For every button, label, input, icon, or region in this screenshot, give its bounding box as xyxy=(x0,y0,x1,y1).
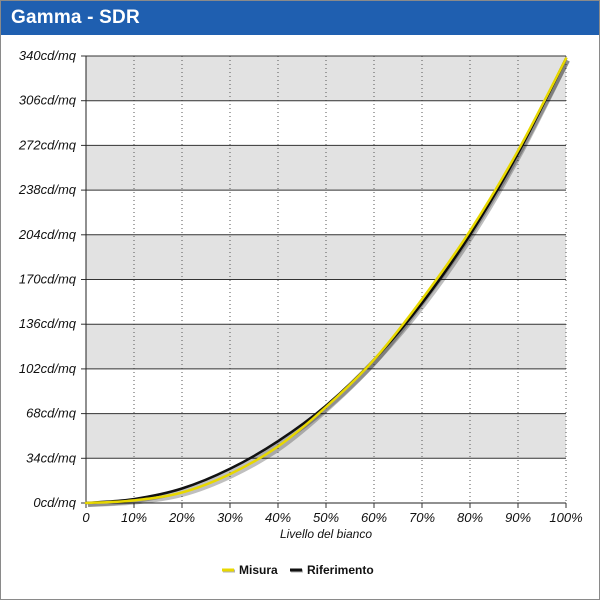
y-tick-label: 102cd/mq xyxy=(19,361,77,376)
x-tick-label: 20% xyxy=(168,510,195,525)
x-tick-label: 40% xyxy=(265,510,291,525)
legend: Misura Riferimento xyxy=(222,563,374,577)
x-tick-labels: 0 10% 20% 30% 40% 50% 60% 70% 80% 90% 100% xyxy=(82,503,583,525)
y-tick-label: 272cd/mq xyxy=(18,137,77,152)
grid-band xyxy=(86,56,566,101)
series-lines xyxy=(84,57,570,507)
y-tick-label: 34cd/mq xyxy=(26,450,77,465)
y-tick-label: 340cd/mq xyxy=(19,48,77,63)
grid-band xyxy=(86,324,566,369)
x-tick-label: 100% xyxy=(549,510,582,525)
x-tick-label: 30% xyxy=(217,510,243,525)
y-tick-label: 0cd/mq xyxy=(33,495,76,510)
x-tick-label: 50% xyxy=(313,510,339,525)
x-tick-label: 70% xyxy=(409,510,435,525)
series-shadow-misura xyxy=(87,59,570,507)
title-bar: Gamma - SDR xyxy=(1,1,599,35)
x-tick-label: 80% xyxy=(457,510,483,525)
y-tick-label: 204cd/mq xyxy=(18,227,77,242)
x-tick-label: 60% xyxy=(361,510,387,525)
y-tick-label: 136cd/mq xyxy=(19,316,77,331)
y-tick-label: 238cd/mq xyxy=(18,182,77,197)
legend-label-misura: Misura xyxy=(239,563,278,577)
x-tick-label: 90% xyxy=(505,510,531,525)
legend-label-riferimento: Riferimento xyxy=(307,563,374,577)
grid-band xyxy=(86,413,566,459)
y-tick-label: 306cd/mq xyxy=(19,93,77,108)
plot-background-bands xyxy=(86,56,566,503)
x-axis-label: Livello del bianco xyxy=(280,527,372,541)
series-line-misura xyxy=(84,57,568,505)
chart-title: Gamma - SDR xyxy=(11,7,140,28)
vertical-gridlines xyxy=(133,56,567,503)
x-tick-label: 10% xyxy=(121,510,147,525)
y-tick-label: 170cd/mq xyxy=(19,272,77,287)
x-tick-label: 0 xyxy=(82,510,90,525)
y-tick-labels: 0cd/mq 34cd/mq 68cd/mq 102cd/mq 136cd/mq 170c… xyxy=(18,48,77,510)
y-tick-label: 68cd/mq xyxy=(26,406,77,421)
